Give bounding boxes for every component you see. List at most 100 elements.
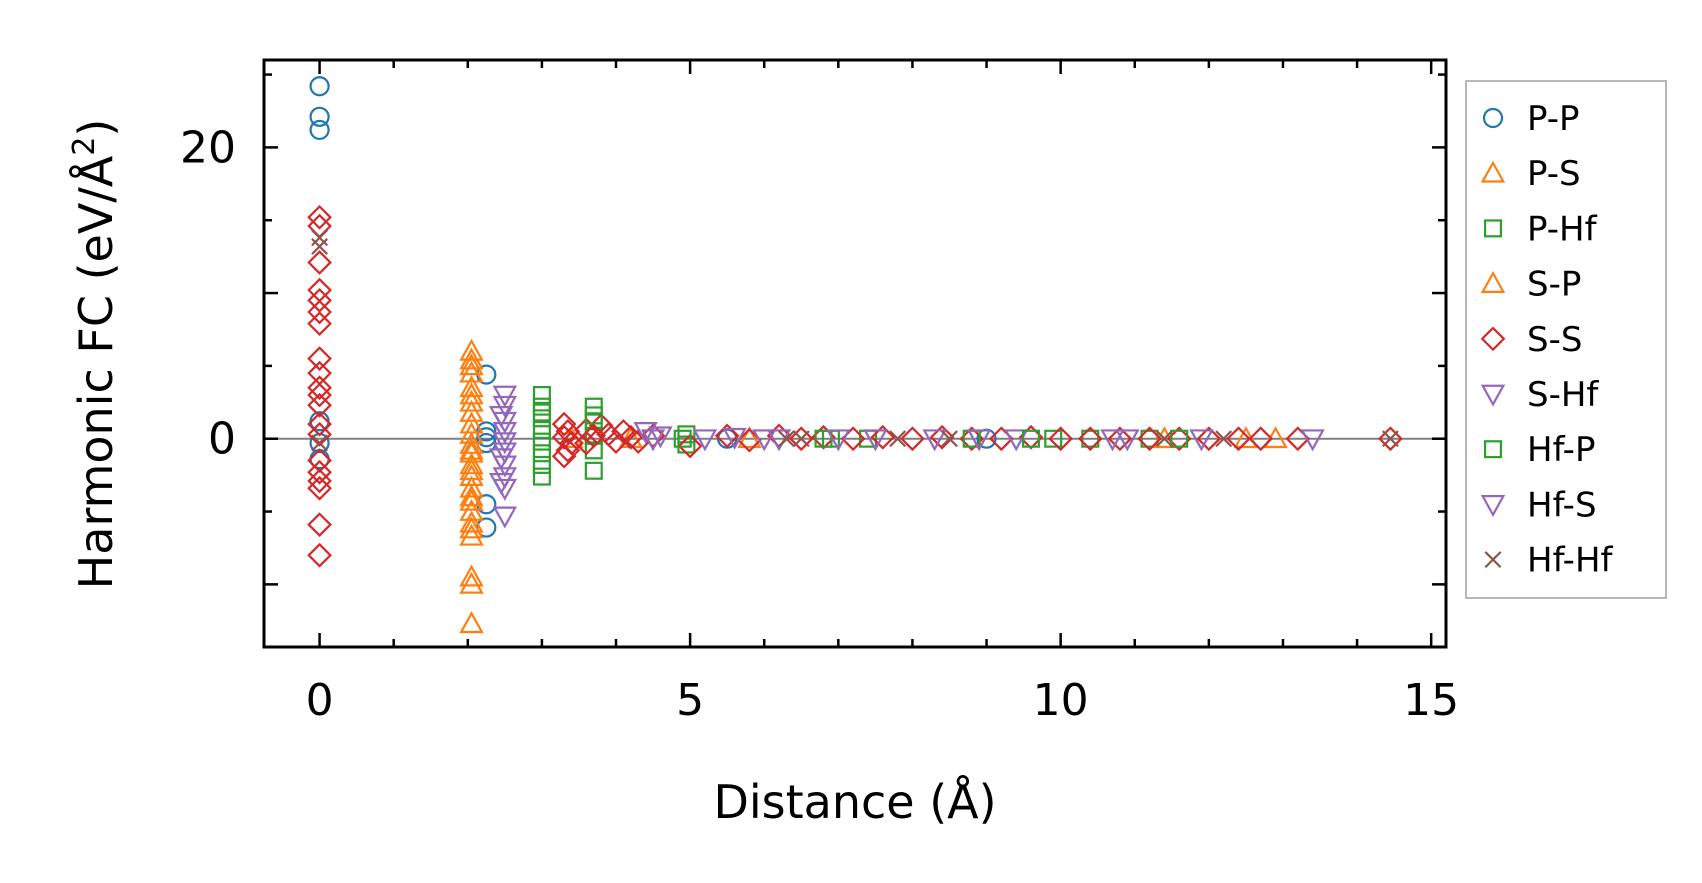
series-s-hf <box>492 385 1325 529</box>
data-point <box>459 510 484 533</box>
data-point <box>307 382 332 408</box>
data-point <box>459 338 484 361</box>
data-point <box>459 353 484 376</box>
data-point <box>532 397 551 416</box>
data-point <box>532 432 551 451</box>
legend-marker <box>1480 384 1506 407</box>
data-point <box>1003 429 1029 452</box>
data-point <box>1081 429 1100 448</box>
data-point <box>311 434 329 452</box>
legend-item-s-p: S-P <box>1480 265 1581 305</box>
x-tick-label: 10 <box>1033 675 1089 726</box>
y-axis-title-sup: 2 <box>67 137 102 156</box>
legend-item-hf-s: Hf-S <box>1480 485 1597 525</box>
data-point <box>714 423 740 449</box>
ticks-layer: 0 5 10 15 0 20 <box>180 60 1459 726</box>
data-point <box>673 429 692 448</box>
legend-item-s-hf: S-Hf <box>1480 375 1599 415</box>
data-point <box>929 424 955 450</box>
data-point <box>722 427 747 450</box>
data-point <box>307 213 332 239</box>
data-point <box>532 467 551 486</box>
data-point <box>1048 426 1074 452</box>
data-point <box>532 455 551 474</box>
x-tick-label: 15 <box>1403 675 1459 726</box>
data-point <box>633 422 658 445</box>
data-point <box>459 458 484 481</box>
data-point <box>863 429 888 452</box>
series-p-p <box>309 76 997 538</box>
data-point <box>307 375 332 401</box>
data-point <box>584 441 603 460</box>
data-point <box>692 429 718 452</box>
data-point <box>307 475 332 501</box>
legend-label: S-P <box>1527 265 1581 305</box>
data-point <box>551 443 577 469</box>
data-point <box>1044 429 1063 448</box>
data-point <box>1381 430 1399 448</box>
data-point <box>459 523 484 546</box>
data-point <box>311 238 329 255</box>
legend-label: S-Hf <box>1527 375 1599 415</box>
data-point <box>459 382 484 405</box>
data-point <box>1300 429 1325 452</box>
data-point <box>1021 429 1041 448</box>
data-point <box>1100 429 1125 452</box>
data-point <box>492 506 518 529</box>
series-p-s <box>459 338 1288 634</box>
data-point <box>309 119 330 141</box>
x-axis-title: Distance (Å) <box>713 775 996 829</box>
data-point <box>751 429 777 452</box>
data-point <box>551 411 577 437</box>
legend-label: S-S <box>1527 320 1582 360</box>
legend-marker <box>1482 107 1504 129</box>
legend-item-p-p: P-P <box>1482 99 1580 139</box>
data-point <box>488 448 514 471</box>
y-axis-title-close: ) <box>69 119 123 137</box>
data-point <box>555 438 581 463</box>
data-point <box>311 229 329 247</box>
legend-label: Hf-P <box>1527 430 1595 470</box>
x-tick-label: 0 <box>306 675 334 726</box>
y-axis-title: Harmonic FC (eV/Å2) <box>67 119 123 590</box>
series-s-p <box>459 353 1259 539</box>
legend-label: Hf-Hf <box>1527 541 1614 581</box>
data-point <box>488 473 514 496</box>
data-point <box>1115 429 1140 452</box>
data-point <box>1155 430 1173 448</box>
legend-label: P-S <box>1527 154 1581 194</box>
data-point <box>889 430 907 448</box>
data-point <box>309 76 330 97</box>
data-point <box>555 419 581 444</box>
data-point <box>532 420 551 439</box>
data-point <box>459 389 484 412</box>
data-point <box>459 399 484 422</box>
data-point <box>307 392 332 418</box>
legend: P-P P-S P-Hf S-P S-S S-Hf Hf-P Hf-S Hf-Hf <box>1465 80 1667 599</box>
data-point <box>307 360 332 386</box>
data-point <box>737 426 762 449</box>
data-point <box>574 430 599 456</box>
data-point <box>1263 426 1288 449</box>
data-point <box>677 425 696 444</box>
legend-items: P-P P-S P-Hf S-P S-S S-Hf Hf-P Hf-S Hf-Hf <box>1480 99 1614 581</box>
data-point <box>618 424 644 450</box>
data-point <box>826 429 851 452</box>
data-point <box>307 421 332 447</box>
y-axis-title-main: Harmonic FC (eV/Å <box>69 155 123 589</box>
data-point <box>307 542 332 568</box>
data-point <box>307 204 332 230</box>
data-point <box>640 423 666 449</box>
data-point <box>492 478 518 501</box>
data-point <box>307 468 332 494</box>
data-point <box>459 488 484 511</box>
plot-frame <box>262 58 1448 649</box>
data-point <box>584 406 603 425</box>
data-point <box>966 429 992 452</box>
data-point <box>1107 426 1133 452</box>
data-point <box>1378 426 1403 452</box>
data-point <box>307 311 332 336</box>
series-hf-s <box>488 406 1214 496</box>
data-point <box>307 459 332 485</box>
